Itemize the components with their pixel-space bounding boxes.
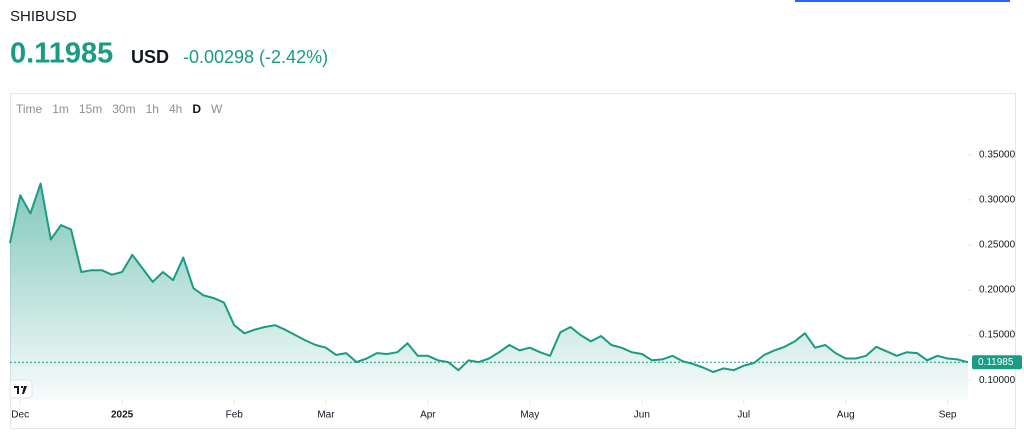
- plot: 0.10000 0.15000 0.20000 0.25000 0.30000 0.350…: [9, 149, 1022, 421]
- symbol: SHIBUSD: [10, 8, 77, 25]
- toolbar: Time 1m 15m 30m 1h 4h D W: [16, 102, 223, 116]
- x-tick-label: Mar: [317, 410, 335, 421]
- interval-button[interactable]: 1h: [146, 102, 159, 116]
- area: [10, 183, 968, 400]
- x-tick-label: Feb: [226, 410, 244, 421]
- x-tick-label: Apr: [420, 410, 436, 421]
- interval-button[interactable]: D: [192, 102, 201, 116]
- currency: USD: [131, 47, 169, 67]
- last-price-label: 0.11985: [978, 357, 1014, 368]
- x-tick-label: 2025: [111, 410, 134, 421]
- y-tick-label: 0.20000: [979, 285, 1016, 296]
- interval-button[interactable]: Time: [16, 102, 43, 116]
- interval-button[interactable]: 4h: [169, 102, 182, 116]
- y-tick-label: 0.35000: [979, 149, 1016, 160]
- interval-button[interactable]: 30m: [112, 102, 135, 116]
- interval-button[interactable]: W: [211, 102, 223, 116]
- x-tick-label: Jul: [737, 410, 750, 421]
- x-tick-label: Jun: [634, 410, 650, 421]
- last-price-tag: [972, 355, 1022, 370]
- y-tick-label: 0.25000: [979, 240, 1016, 251]
- price: 0.11985: [10, 38, 113, 70]
- y-tick-label: 0.10000: [979, 375, 1016, 386]
- tv-logo: [9, 379, 33, 399]
- x-tick-label: Aug: [837, 410, 855, 421]
- x-tick-label: May: [520, 410, 539, 421]
- interval-button[interactable]: 15m: [79, 102, 102, 116]
- price-change: -0.00298 (-2.42%): [183, 47, 328, 67]
- line: [9, 182, 969, 373]
- y-tick-label: 0.30000: [979, 194, 1016, 205]
- y-tick-label: 0.15000: [979, 330, 1016, 341]
- top-bar: [795, 0, 1010, 2]
- x-tick-label: Sep: [939, 410, 957, 421]
- interval-button[interactable]: 1m: [52, 102, 69, 116]
- x-tick-label: Dec: [11, 410, 29, 421]
